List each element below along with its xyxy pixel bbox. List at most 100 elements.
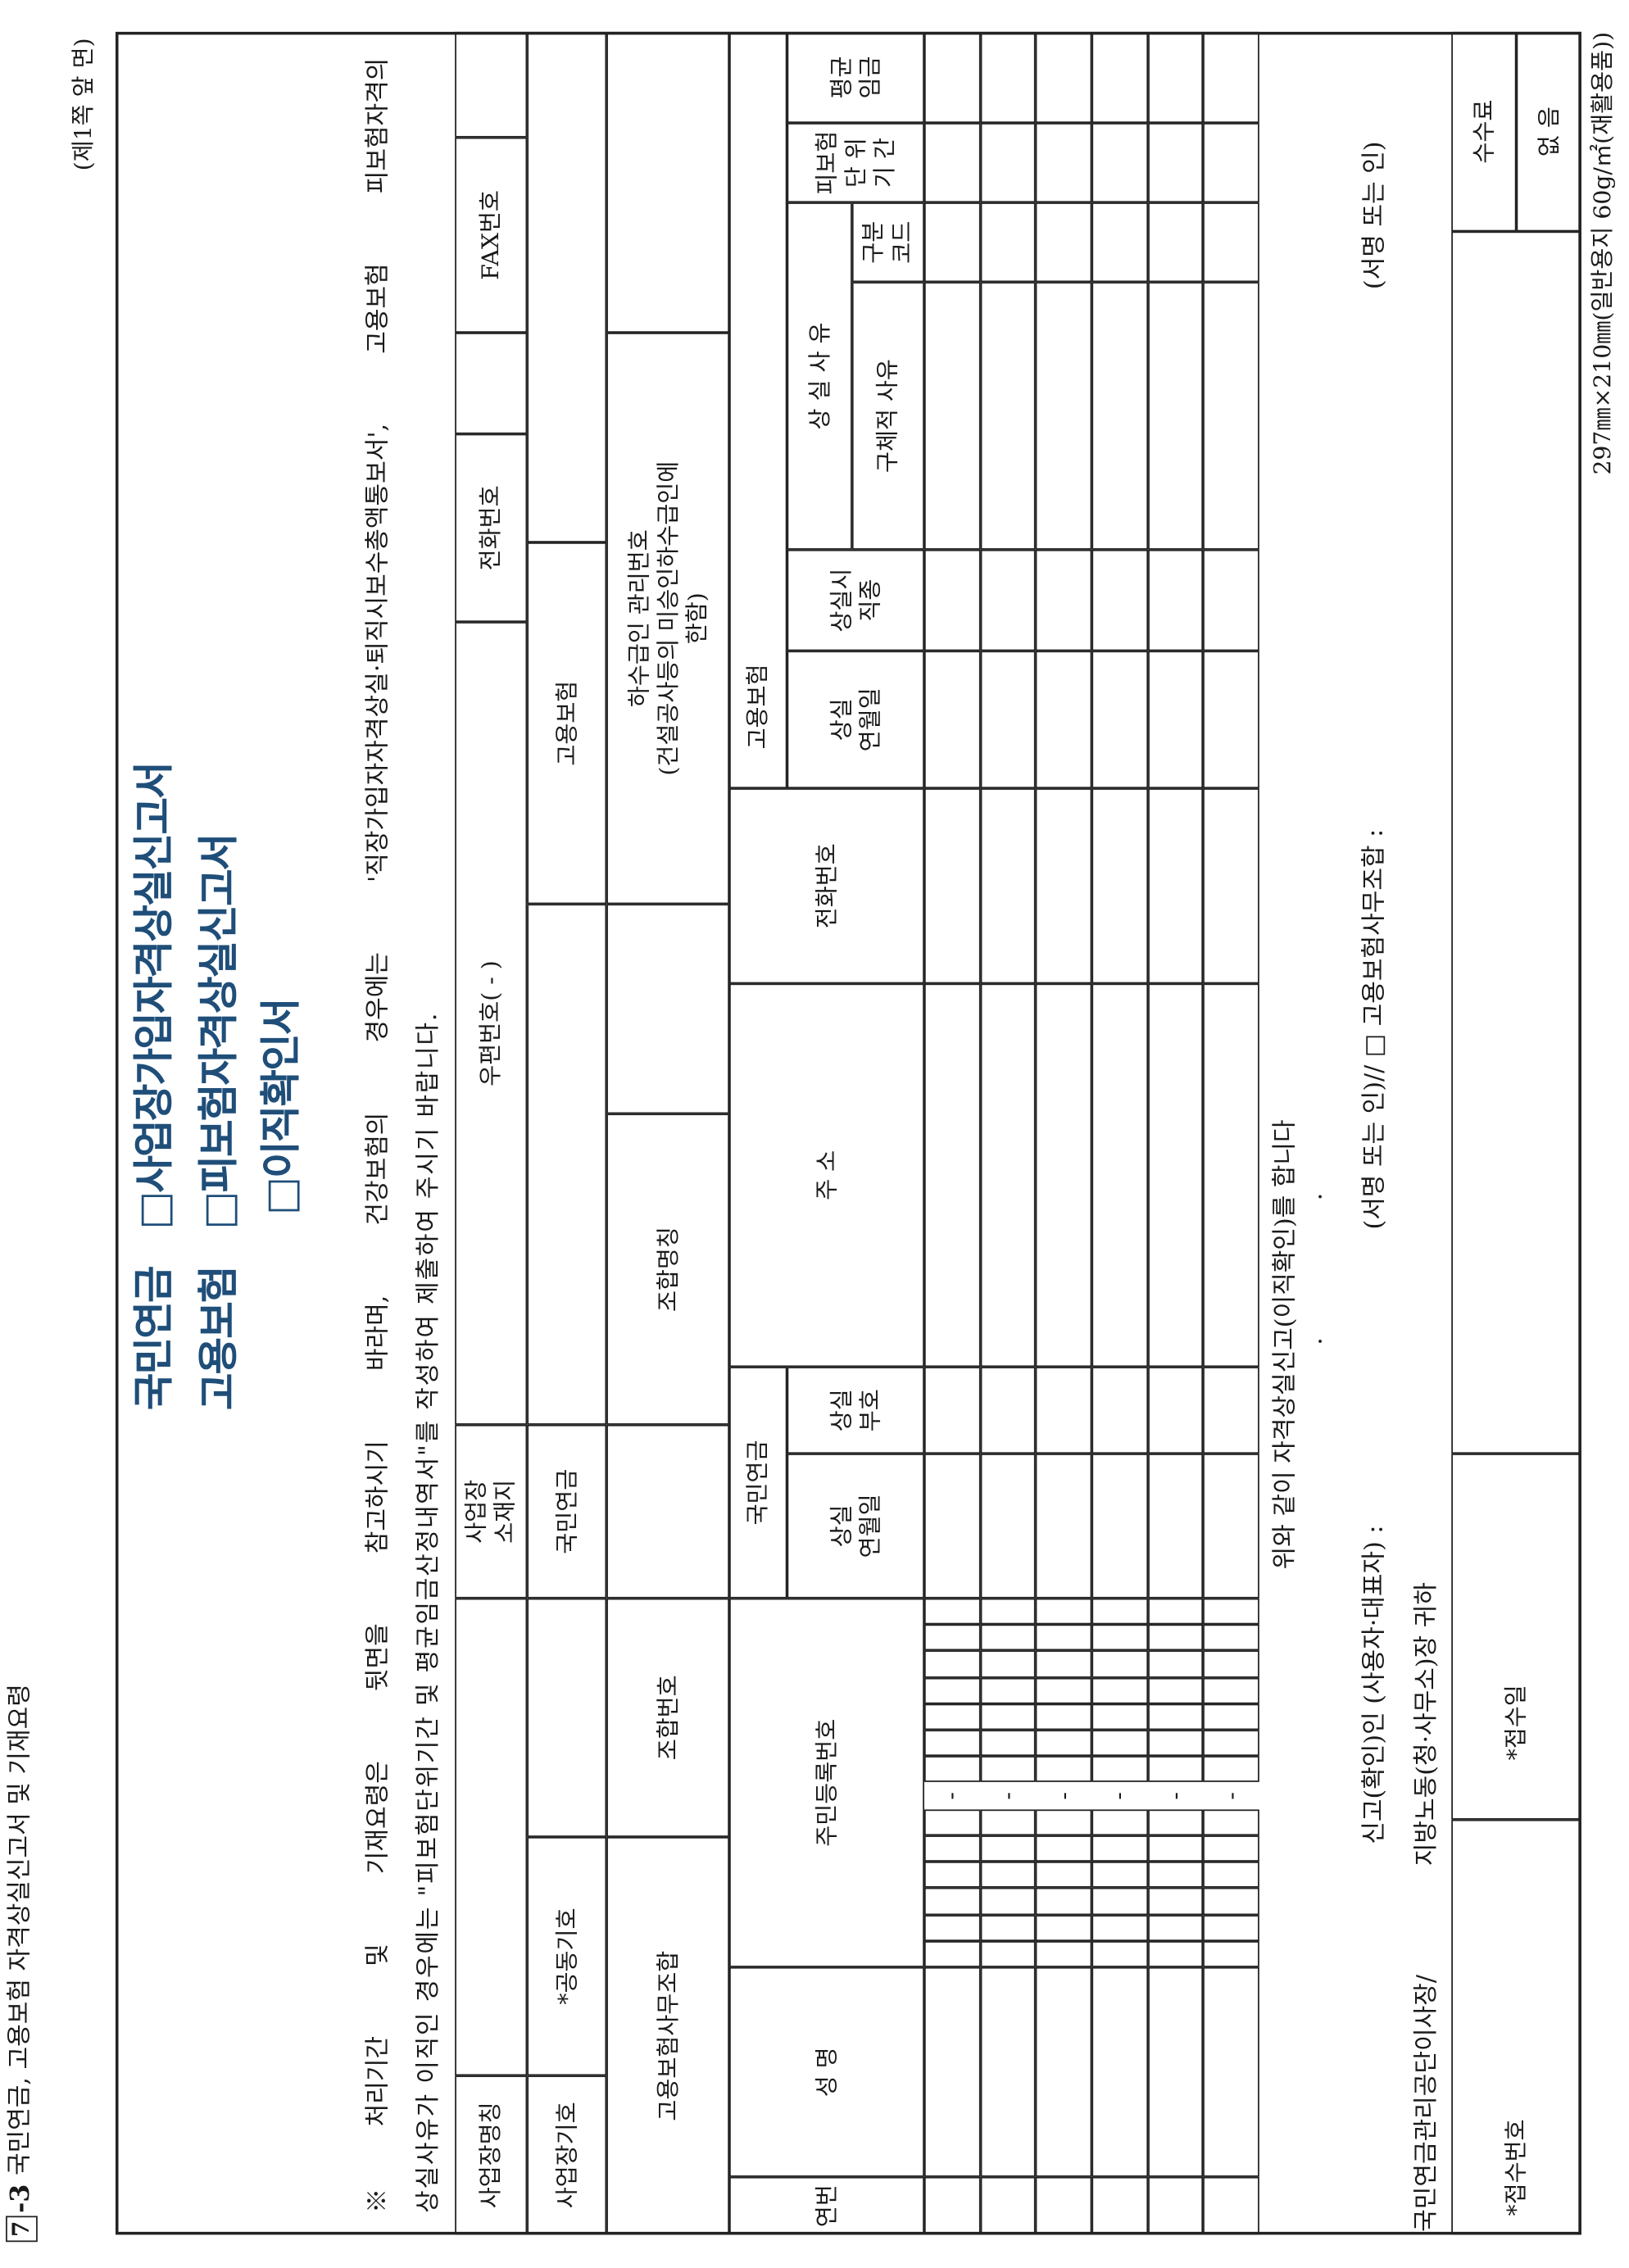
rrn-digit-box xyxy=(1091,1703,1148,1730)
input-cell xyxy=(527,1598,607,1837)
input-cell xyxy=(1147,651,1204,789)
rrn-digit-box xyxy=(980,1730,1037,1757)
input-cell xyxy=(1203,788,1259,984)
signature: (서명 또는 인) xyxy=(1360,141,1390,290)
input-cell xyxy=(1147,123,1204,203)
column-header: 피보험 단 위 기 간 xyxy=(787,123,924,203)
rrn-digit-box xyxy=(980,1756,1037,1783)
input-cell xyxy=(923,123,981,203)
rrn-digit-box xyxy=(980,1677,1037,1704)
receipt-blank xyxy=(1451,231,1581,1454)
rrn-digit-box xyxy=(1091,1598,1148,1625)
input-cell xyxy=(1091,1966,1148,2177)
input-cell xyxy=(1091,202,1148,283)
input-cell xyxy=(1203,1454,1259,1599)
column-header: 상실 연월일 xyxy=(787,1454,924,1599)
input-cell xyxy=(1036,983,1092,1368)
input-cell xyxy=(455,1598,528,2076)
rrn-digit-box xyxy=(1091,1624,1148,1651)
input-cell xyxy=(1147,1454,1204,1599)
input-cell xyxy=(527,904,607,1425)
notice-line: 상실사유가 이직인 경우에는 "피보험단위기간 및 평균임금산정내역서"를 작성… xyxy=(414,1011,444,2213)
column-header: 주 소 xyxy=(729,983,924,1368)
input-cell xyxy=(606,1424,730,1599)
input-cell xyxy=(527,31,607,542)
title-group: 국민연금 xyxy=(129,1267,178,1411)
label-cell: 고용보험사무조합 xyxy=(606,1836,730,2235)
input-cell xyxy=(1091,123,1148,203)
rrn-digit-box xyxy=(1036,1651,1092,1678)
rrn-digit-box xyxy=(923,1808,981,1836)
number-box: 7 xyxy=(6,2216,38,2243)
label-cell: 조합명칭 xyxy=(606,1114,730,1425)
rrn-digit-box xyxy=(1203,1730,1259,1757)
rrn-digit-box xyxy=(1203,1677,1259,1704)
input-cell xyxy=(923,549,981,651)
rrn-digit-box xyxy=(1091,1862,1148,1889)
input-cell xyxy=(980,788,1037,984)
input-cell xyxy=(1203,549,1259,651)
rrn-digit-box xyxy=(1203,1703,1259,1730)
input-cell xyxy=(1036,549,1092,651)
input-cell xyxy=(980,31,1037,124)
rrn-digit-box xyxy=(1203,1756,1259,1783)
rrn-digit-box xyxy=(1147,1835,1204,1862)
rrn-digit-box xyxy=(1147,1598,1204,1625)
column-header: 상실 부호 xyxy=(787,1367,924,1454)
rrn-digit-box xyxy=(1036,1888,1092,1915)
rrn-digit-box xyxy=(1147,1888,1204,1915)
rrn-dash: - xyxy=(1049,1792,1078,1800)
receipt-number: *접수번호 xyxy=(1451,1819,1581,2235)
rrn-digit-box xyxy=(1147,1808,1204,1836)
input-cell xyxy=(980,202,1037,283)
rrn-digit-box xyxy=(1091,1940,1148,1967)
input-cell xyxy=(1091,282,1148,550)
footer: 297㎜×210㎜(일반용지 60g/㎡(재활용품)) xyxy=(1588,31,1617,475)
input-cell xyxy=(1036,2176,1092,2235)
reporter-label: 신고(확인)인 (사용자·대표자) : xyxy=(1360,1525,1390,1844)
fee-label: 수수료 xyxy=(1451,31,1517,232)
rrn-digit-box xyxy=(1091,1835,1148,1862)
input-cell xyxy=(1036,1454,1092,1599)
input-cell xyxy=(455,333,528,434)
rrn-digit-box xyxy=(980,1835,1037,1862)
input-cell xyxy=(923,2176,981,2235)
rrn-digit-box xyxy=(923,1756,981,1783)
input-cell xyxy=(980,123,1037,203)
label-cell: 국민연금 xyxy=(527,1424,607,1599)
input-cell xyxy=(1203,1966,1259,2177)
column-header: 상실 연월일 xyxy=(787,651,924,789)
input-cell xyxy=(1091,549,1148,651)
input-cell xyxy=(1036,651,1092,789)
rrn-digit-box xyxy=(1036,1703,1092,1730)
label-cell: 사업장명칭 xyxy=(455,2075,528,2235)
rrn-digit-box xyxy=(923,1598,981,1625)
input-cell xyxy=(980,651,1037,789)
label-cell: 사업장 소재지 xyxy=(455,1424,528,1599)
input-cell xyxy=(1147,1367,1204,1454)
rrn-digit-box xyxy=(1091,1677,1148,1704)
input-cell xyxy=(1203,1367,1259,1454)
input-cell xyxy=(980,282,1037,550)
title-item: □사업장가입자격상실신고서 xyxy=(129,763,178,1230)
column-header: 상 실 사 유 xyxy=(787,202,852,550)
column-header: 평균 임금 xyxy=(787,31,924,124)
rrn-digit-box xyxy=(923,1835,981,1862)
input-cell xyxy=(1091,2176,1148,2235)
label-cell: FAX번호 xyxy=(455,137,528,333)
input-cell xyxy=(923,1367,981,1454)
input-cell xyxy=(1091,1367,1148,1454)
column-header: 주민등록번호 xyxy=(729,1598,924,1967)
notice-line: ※처리기간 및 기재요령은 뒷면을 참고하시기 바라며, 건강보험의 경우에는 … xyxy=(364,57,393,2213)
input-cell xyxy=(455,31,528,138)
rrn-digit-box xyxy=(1147,1677,1204,1704)
input-cell xyxy=(1091,1454,1148,1599)
label-cell: 조합번호 xyxy=(606,1598,730,1837)
rrn-digit-box xyxy=(923,1703,981,1730)
title-item: □이직확인서 xyxy=(256,999,305,1215)
declaration-statement: 위와 같이 자격상실신고(이직확인)를 합니다 xyxy=(1270,1119,1300,1570)
label-cell: *공동기호 xyxy=(527,1836,607,2076)
rrn-digit-box xyxy=(1036,1862,1092,1889)
input-cell xyxy=(923,651,981,789)
fee-value: 없 음 xyxy=(1516,31,1581,232)
